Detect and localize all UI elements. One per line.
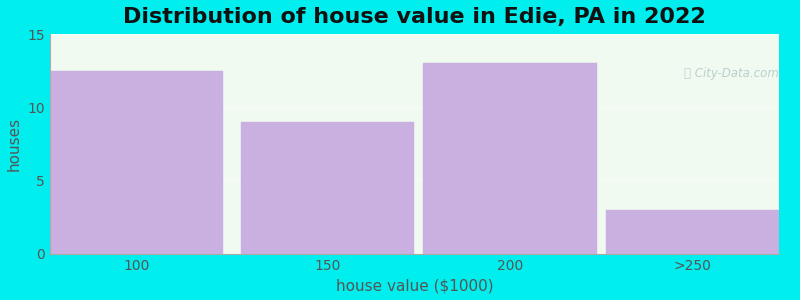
Y-axis label: houses: houses bbox=[7, 117, 22, 171]
Title: Distribution of house value in Edie, PA in 2022: Distribution of house value in Edie, PA … bbox=[123, 7, 706, 27]
Bar bbox=[242, 122, 414, 254]
Bar bbox=[606, 210, 778, 254]
Text: ⓘ City-Data.com: ⓘ City-Data.com bbox=[684, 67, 779, 80]
X-axis label: house value ($1000): house value ($1000) bbox=[335, 278, 493, 293]
Bar bbox=[423, 63, 597, 254]
Bar bbox=[50, 71, 223, 254]
